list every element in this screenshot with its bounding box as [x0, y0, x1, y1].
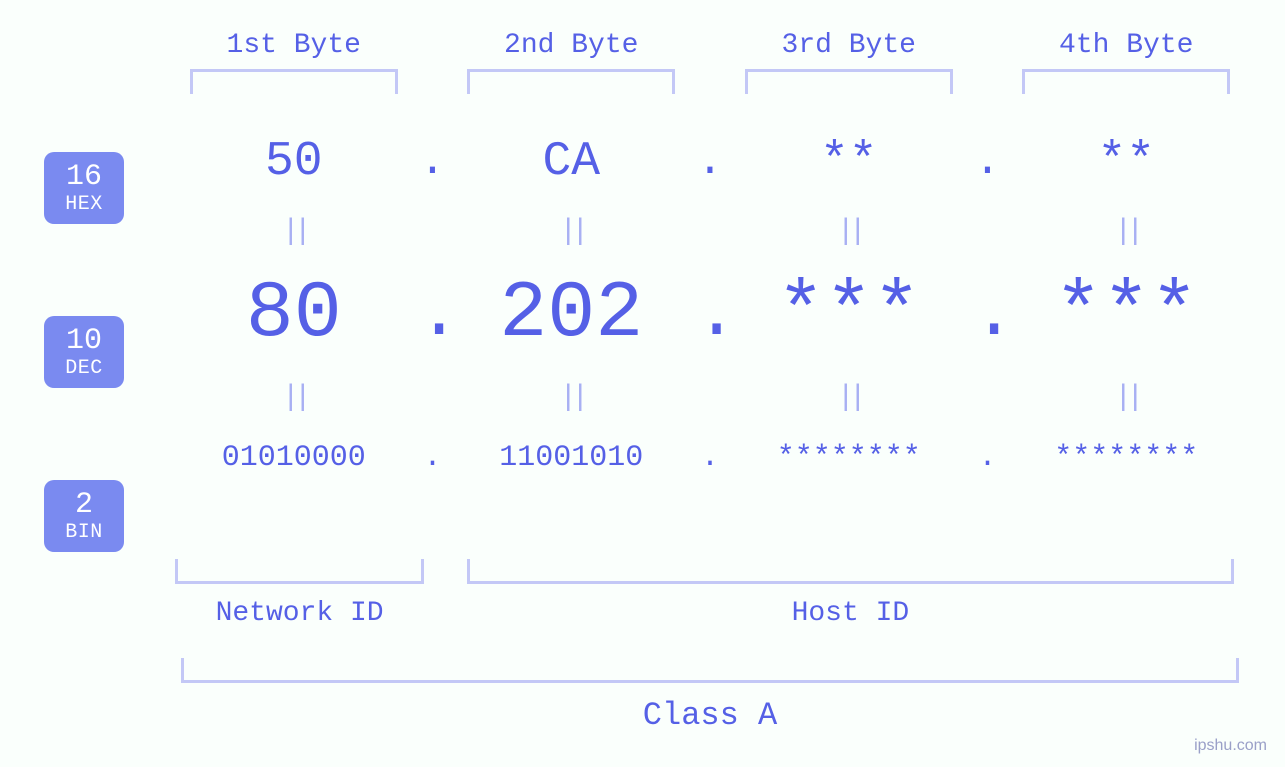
dot-separator: .	[973, 279, 1003, 351]
equals-row-1: || || || ||	[170, 215, 1250, 249]
bottom-section: Network ID Host ID Class A	[170, 558, 1250, 734]
net-host-brackets	[170, 558, 1250, 584]
equals-icon: ||	[1003, 381, 1251, 415]
byte-label-2: 2nd Byte	[448, 30, 696, 61]
dec-byte-4: ***	[1003, 275, 1251, 355]
network-id-label: Network ID	[170, 598, 429, 629]
equals-row-2: || || || ||	[170, 381, 1250, 415]
dot-separator: .	[973, 441, 1003, 475]
equals-icon: ||	[170, 381, 418, 415]
badge-bin-unit: BIN	[65, 522, 103, 544]
hex-byte-3: **	[725, 135, 973, 189]
equals-icon: ||	[1003, 215, 1251, 249]
bin-byte-4: ********	[1003, 441, 1251, 475]
bracket-icon	[170, 558, 429, 584]
equals-icon: ||	[448, 215, 696, 249]
byte-label-3: 3rd Byte	[725, 30, 973, 61]
bracket-icon	[1003, 69, 1251, 95]
bin-byte-2: 11001010	[448, 441, 696, 475]
dot-separator: .	[695, 441, 725, 475]
bracket-icon	[725, 69, 973, 95]
badge-hex-num: 16	[66, 161, 102, 194]
net-host-labels: Network ID Host ID	[170, 598, 1250, 629]
dot-separator: .	[418, 441, 448, 475]
byte-label-4: 4th Byte	[1003, 30, 1251, 61]
dec-row: 80 . 202 . *** . ***	[170, 275, 1250, 355]
dec-byte-2: 202	[448, 275, 696, 355]
class-bracket	[170, 657, 1250, 683]
byte-labels-row: 1st Byte . 2nd Byte . 3rd Byte . 4th Byt…	[170, 30, 1250, 61]
dot-separator: .	[418, 279, 448, 351]
bin-byte-1: 01010000	[170, 441, 418, 475]
equals-icon: ||	[170, 215, 418, 249]
hex-row: 50 . CA . ** . **	[170, 135, 1250, 189]
badge-bin: 2 BIN	[44, 480, 124, 552]
class-label: Class A	[170, 697, 1250, 734]
badge-dec: 10 DEC	[44, 316, 124, 388]
badge-hex: 16 HEX	[44, 152, 124, 224]
hex-byte-1: 50	[170, 135, 418, 189]
dot-separator: .	[418, 137, 448, 187]
badge-hex-unit: HEX	[65, 194, 103, 216]
equals-icon: ||	[725, 215, 973, 249]
dec-byte-3: ***	[725, 275, 973, 355]
dot-separator: .	[973, 137, 1003, 187]
host-id-label: Host ID	[451, 598, 1250, 629]
dec-byte-1: 80	[170, 275, 418, 355]
dot-separator: .	[695, 279, 725, 351]
dot-separator: .	[695, 137, 725, 187]
bin-row: 01010000 . 11001010 . ******** . *******…	[170, 441, 1250, 475]
top-brackets	[170, 69, 1250, 95]
equals-icon: ||	[725, 381, 973, 415]
equals-icon: ||	[448, 381, 696, 415]
badge-dec-num: 10	[66, 325, 102, 358]
hex-byte-2: CA	[448, 135, 696, 189]
bracket-icon	[170, 69, 418, 95]
watermark: ipshu.com	[1194, 737, 1267, 755]
hex-byte-4: **	[1003, 135, 1251, 189]
bracket-icon	[451, 558, 1250, 584]
badge-dec-unit: DEC	[65, 358, 103, 380]
badge-bin-num: 2	[75, 489, 93, 522]
bracket-icon	[448, 69, 696, 95]
bin-byte-3: ********	[725, 441, 973, 475]
ip-grid: 1st Byte . 2nd Byte . 3rd Byte . 4th Byt…	[170, 30, 1250, 475]
byte-label-1: 1st Byte	[170, 30, 418, 61]
